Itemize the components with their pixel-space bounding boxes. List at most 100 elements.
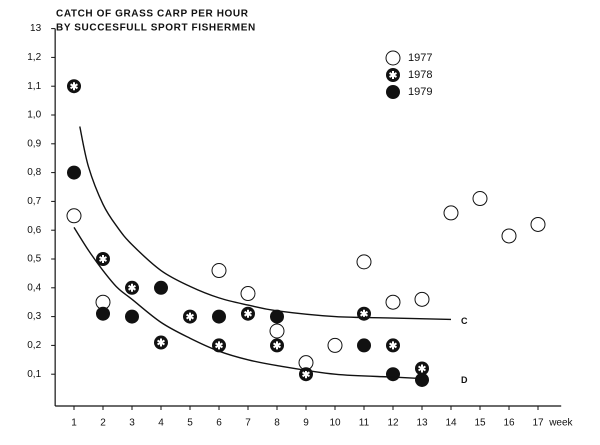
x-tick-label: 8	[274, 418, 280, 429]
x-tick-label: 5	[187, 418, 193, 429]
x-tick-label: 7	[245, 418, 251, 429]
marker-star	[273, 341, 281, 350]
marker	[154, 280, 168, 295]
y-tick-label: 0,1	[27, 369, 41, 380]
marker	[66, 208, 82, 224]
marker	[385, 294, 401, 310]
marker	[386, 367, 400, 382]
marker	[154, 335, 168, 350]
curve-label: C	[461, 316, 468, 326]
marker	[414, 291, 430, 307]
y-tick-label: 13	[30, 23, 42, 34]
legend-label: 1977	[408, 52, 432, 64]
y-tick-label: 0,6	[27, 225, 41, 236]
marker-circle	[501, 228, 517, 244]
marker-circle	[66, 208, 82, 224]
marker-circle	[530, 216, 546, 232]
y-tick-label: 0,9	[27, 138, 41, 149]
marker	[240, 286, 256, 302]
fitted-curve	[73, 226, 423, 380]
marker	[356, 254, 372, 270]
x-tick-label: 14	[445, 418, 457, 429]
marker	[327, 337, 343, 353]
marker	[386, 85, 400, 99]
marker	[241, 306, 255, 321]
marker	[125, 280, 139, 295]
marker-star	[215, 341, 223, 350]
marker-circle	[414, 291, 430, 307]
marker-circle	[269, 323, 285, 339]
y-tick-label: 1,2	[27, 52, 41, 63]
marker-star	[128, 283, 136, 292]
marker-circle	[154, 280, 168, 295]
marker-circle	[386, 367, 400, 382]
marker	[212, 309, 226, 324]
marker	[443, 205, 459, 221]
marker-circle	[211, 263, 227, 279]
x-tick-label: 10	[329, 418, 341, 429]
marker	[472, 191, 488, 207]
x-tick-label: 11	[359, 418, 370, 429]
marker-circle	[443, 205, 459, 221]
marker	[67, 165, 81, 180]
marker-circle	[270, 309, 284, 324]
marker-circle	[240, 286, 256, 302]
x-tick-label: 16	[503, 418, 515, 429]
x-tick-label: 3	[129, 418, 135, 429]
marker	[183, 309, 197, 324]
x-tick-label: 2	[100, 418, 106, 429]
marker	[96, 252, 110, 266]
marker-circle	[472, 191, 488, 207]
marker	[270, 338, 284, 353]
x-tick-label: 9	[303, 418, 309, 429]
marker	[357, 306, 371, 321]
y-tick-label: 1,1	[27, 81, 41, 92]
legend-label: 1979	[408, 86, 432, 98]
marker-star	[389, 71, 397, 79]
marker-star	[389, 341, 397, 350]
marker	[415, 372, 429, 387]
marker-circle	[356, 254, 372, 270]
marker	[67, 79, 81, 94]
marker	[386, 338, 400, 353]
x-tick-label: 12	[387, 418, 399, 429]
y-tick-label: 0,2	[27, 340, 41, 351]
marker-star	[360, 309, 368, 318]
marker	[357, 338, 371, 353]
marker	[530, 216, 546, 232]
marker	[269, 323, 285, 339]
marker	[212, 338, 226, 353]
x-tick-label: 15	[474, 418, 486, 429]
marker-star	[186, 312, 194, 321]
marker	[415, 361, 429, 376]
chart-title: CATCH OF GRASS CARP PER HOUR	[56, 9, 249, 20]
marker-circle	[327, 337, 343, 353]
curve-label: D	[461, 375, 468, 385]
chart-title: BY SUCCESFULL SPORT FISHERMEN	[56, 23, 256, 34]
y-tick-label: 0,4	[27, 282, 41, 293]
marker	[96, 306, 110, 321]
y-tick-label: 0,3	[27, 311, 41, 322]
marker-circle	[212, 309, 226, 324]
marker	[385, 50, 401, 66]
x-tick-label: 4	[158, 418, 164, 429]
x-tick-label: 13	[416, 418, 428, 429]
y-tick-label: 0,5	[27, 254, 41, 265]
marker	[501, 228, 517, 244]
marker-star	[302, 370, 310, 379]
marker-star	[70, 82, 78, 91]
marker-star	[244, 309, 252, 318]
marker	[125, 309, 139, 324]
y-tick-label: 0,8	[27, 167, 41, 178]
fitted-curve	[79, 126, 452, 321]
marker	[270, 309, 284, 324]
x-axis-label: week	[548, 418, 573, 429]
marker-circle	[385, 294, 401, 310]
marker	[211, 263, 227, 279]
x-tick-label: 1	[71, 418, 77, 429]
marker-star	[99, 255, 107, 263]
marker-circle	[96, 306, 110, 321]
marker-circle	[67, 165, 81, 180]
marker-circle	[415, 372, 429, 387]
marker	[386, 68, 400, 82]
